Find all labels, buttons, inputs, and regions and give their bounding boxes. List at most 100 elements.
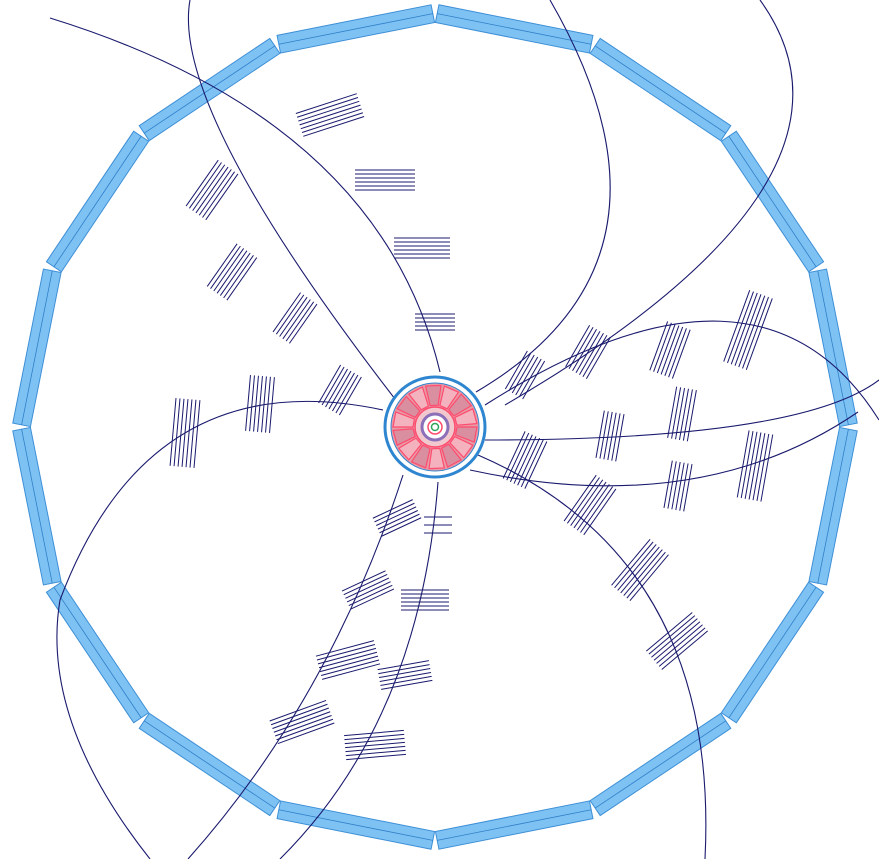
barrel-module-seam (728, 135, 817, 268)
hit-strip (595, 410, 605, 458)
hit-strip (275, 294, 305, 335)
hit-strip (345, 741, 405, 749)
hit-cluster-group (169, 93, 774, 761)
hit-strip (623, 549, 663, 596)
hit-strip (671, 329, 691, 379)
core-segment (439, 385, 460, 410)
hit-strip (320, 659, 380, 676)
hit-strip (513, 436, 537, 484)
hit-strip (615, 414, 625, 462)
hit-strip (169, 398, 177, 466)
core-segment (447, 393, 473, 417)
hit-strip (210, 245, 241, 289)
core-segment (397, 437, 423, 461)
hit-strip (316, 644, 376, 661)
core-segment (454, 407, 478, 426)
hit-strip (192, 164, 226, 211)
hit-strip (185, 159, 219, 207)
hit-strip (343, 573, 388, 596)
hit-strip (575, 330, 601, 374)
hit-strip (301, 112, 364, 133)
hit-strip (261, 376, 267, 433)
hit-strip (257, 376, 263, 432)
hit-strip (583, 488, 617, 536)
hit-strip (319, 655, 379, 673)
hit-strip (345, 577, 390, 599)
barrel-module-seam (278, 809, 433, 841)
hit-strip (645, 612, 693, 652)
hit-strip (285, 301, 315, 342)
core-segment (428, 447, 446, 470)
hit-strip (515, 356, 539, 396)
core-segment (410, 444, 431, 469)
hit-strip (524, 441, 548, 489)
core-vertex-ring (427, 419, 443, 435)
hit-strip (325, 368, 348, 408)
hit-strip (520, 439, 544, 488)
hit-strip (381, 679, 433, 690)
hit-strip (296, 97, 359, 118)
hit-strip (350, 588, 395, 610)
hit-strip (748, 432, 762, 500)
track-group (49, 0, 879, 859)
hit-strip (181, 399, 189, 467)
hit-strip (273, 711, 331, 733)
hit-strip (611, 538, 651, 586)
hit-strip (317, 647, 377, 665)
hit-strip (223, 255, 254, 299)
core-segment (449, 435, 474, 459)
label-layer (0, 0, 1, 1)
hit-strip (381, 517, 422, 537)
barrel-module-seam (817, 429, 849, 584)
hit-strip (508, 352, 532, 392)
hit-strip (570, 479, 604, 526)
hit-strip (377, 660, 429, 671)
hit-strip (580, 486, 614, 533)
hit-strip (626, 551, 666, 599)
barrel-module-seam (53, 135, 142, 268)
barrel-module-seam (728, 586, 817, 719)
hit-strip (272, 292, 301, 333)
core-segment (440, 443, 463, 468)
hit-strip (661, 630, 709, 670)
hit-strip (338, 376, 362, 416)
hit-strip (675, 387, 686, 440)
hit-strip (656, 324, 676, 374)
hit-strip (269, 377, 275, 433)
hit-strip (518, 358, 542, 398)
hit-strip (377, 510, 418, 530)
core-segment (424, 384, 442, 407)
hit-strip (664, 326, 684, 376)
hit-strip (649, 321, 669, 371)
hit-strip (736, 430, 750, 498)
barrel-module-seam (21, 270, 53, 425)
hit-strip (213, 248, 245, 292)
core-segment (454, 426, 478, 443)
hit-strip (348, 584, 393, 607)
particle-track (56, 400, 384, 859)
hit-strip (374, 502, 415, 523)
hit-strip (614, 541, 654, 589)
hit-strip (328, 370, 352, 410)
hit-strip (603, 411, 613, 460)
hit-strip (315, 640, 375, 657)
hit-strip (582, 334, 608, 378)
hit-strip (752, 433, 766, 501)
hit-strip (651, 618, 698, 658)
hit-strip (321, 663, 381, 680)
hit-strip (177, 398, 185, 467)
hit-strip (378, 664, 430, 675)
particle-track (187, 0, 403, 409)
hit-strip (617, 544, 657, 591)
hit-strip (668, 328, 687, 378)
hit-strip (345, 749, 406, 757)
hit-strip (341, 570, 386, 592)
hit-strip (295, 93, 357, 114)
barrel-module-seam (437, 809, 592, 841)
hit-strip (270, 703, 328, 726)
hit-strip (185, 399, 193, 468)
hit-strip (378, 668, 431, 679)
hit-strip (671, 461, 681, 510)
hit-strip (611, 413, 621, 461)
